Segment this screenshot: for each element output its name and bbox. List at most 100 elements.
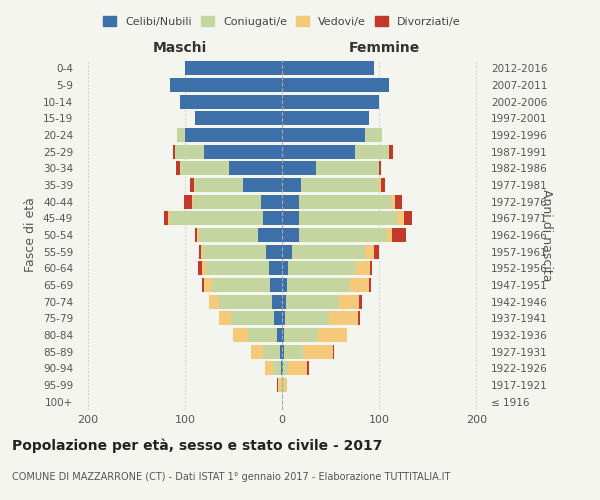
Bar xyxy=(282,112,370,126)
Bar xyxy=(194,112,282,126)
Bar xyxy=(180,162,282,175)
Bar xyxy=(282,278,287,292)
Y-axis label: Anni di nascita: Anni di nascita xyxy=(540,188,553,281)
Bar xyxy=(170,78,282,92)
Bar xyxy=(229,162,282,175)
Bar xyxy=(176,162,282,175)
Bar xyxy=(282,261,288,276)
Bar xyxy=(273,361,282,376)
Bar xyxy=(170,78,282,92)
Bar xyxy=(282,228,387,242)
Bar xyxy=(282,278,371,292)
Bar xyxy=(209,294,282,308)
Bar xyxy=(209,294,282,308)
Bar xyxy=(282,162,379,175)
Bar xyxy=(282,344,284,359)
Bar xyxy=(282,144,389,159)
Bar xyxy=(282,128,382,142)
Bar xyxy=(282,194,392,209)
Bar xyxy=(282,112,370,126)
Bar xyxy=(175,144,282,159)
Bar xyxy=(230,311,282,326)
Bar xyxy=(282,328,347,342)
Bar xyxy=(199,261,282,276)
Bar xyxy=(282,178,301,192)
Bar xyxy=(185,62,282,76)
Bar xyxy=(212,278,282,292)
Bar xyxy=(277,378,282,392)
Bar xyxy=(199,244,282,259)
Bar xyxy=(282,128,382,142)
Bar xyxy=(282,94,379,109)
Bar xyxy=(282,128,365,142)
Bar xyxy=(282,261,356,276)
Bar xyxy=(185,128,282,142)
Bar xyxy=(202,244,282,259)
Bar xyxy=(251,344,282,359)
Bar xyxy=(263,211,282,226)
Bar xyxy=(282,378,287,392)
Bar xyxy=(180,94,282,109)
Bar xyxy=(177,128,282,142)
Bar xyxy=(282,144,389,159)
Bar xyxy=(282,162,316,175)
Bar xyxy=(271,278,282,292)
Bar xyxy=(282,162,381,175)
Bar xyxy=(282,211,412,226)
Bar xyxy=(282,112,370,126)
Bar xyxy=(274,311,282,326)
Bar xyxy=(281,361,282,376)
Bar xyxy=(282,62,374,76)
Bar xyxy=(263,344,282,359)
Bar xyxy=(282,78,389,92)
Bar xyxy=(282,311,360,326)
Bar xyxy=(282,261,373,276)
Bar xyxy=(177,128,282,142)
Bar xyxy=(282,244,379,259)
Bar xyxy=(260,194,282,209)
Bar xyxy=(191,194,282,209)
Bar xyxy=(258,228,282,242)
Bar xyxy=(194,178,282,192)
Bar xyxy=(282,378,284,392)
Bar xyxy=(164,211,282,226)
Bar xyxy=(194,112,282,126)
Bar xyxy=(277,328,282,342)
Bar xyxy=(170,211,282,226)
Legend: Celibi/Nubili, Coniugati/e, Vedovi/e, Divorziati/e: Celibi/Nubili, Coniugati/e, Vedovi/e, Di… xyxy=(100,13,464,30)
Bar xyxy=(194,178,282,192)
Bar xyxy=(180,94,282,109)
Bar xyxy=(282,244,365,259)
Bar xyxy=(272,294,282,308)
Bar xyxy=(282,294,359,308)
Bar xyxy=(251,344,282,359)
Bar xyxy=(282,128,382,142)
Bar xyxy=(282,211,397,226)
Bar xyxy=(280,344,282,359)
Bar xyxy=(177,128,282,142)
Bar xyxy=(197,228,282,242)
Y-axis label: Fasce di età: Fasce di età xyxy=(25,198,37,272)
Bar xyxy=(282,311,358,326)
Bar xyxy=(173,144,282,159)
Bar xyxy=(282,94,379,109)
Bar xyxy=(203,244,282,259)
Bar xyxy=(282,328,284,342)
Bar xyxy=(170,78,282,92)
Bar xyxy=(282,278,370,292)
Bar xyxy=(180,162,282,175)
Bar xyxy=(233,328,282,342)
Bar xyxy=(282,278,350,292)
Bar xyxy=(282,178,385,192)
Bar xyxy=(265,361,282,376)
Bar xyxy=(282,144,355,159)
Bar xyxy=(282,78,389,92)
Bar xyxy=(185,62,282,76)
Bar xyxy=(282,311,329,326)
Bar xyxy=(169,211,282,226)
Bar xyxy=(282,378,287,392)
Text: Maschi: Maschi xyxy=(153,41,207,55)
Bar xyxy=(206,261,282,276)
Bar xyxy=(266,244,282,259)
Bar xyxy=(180,94,282,109)
